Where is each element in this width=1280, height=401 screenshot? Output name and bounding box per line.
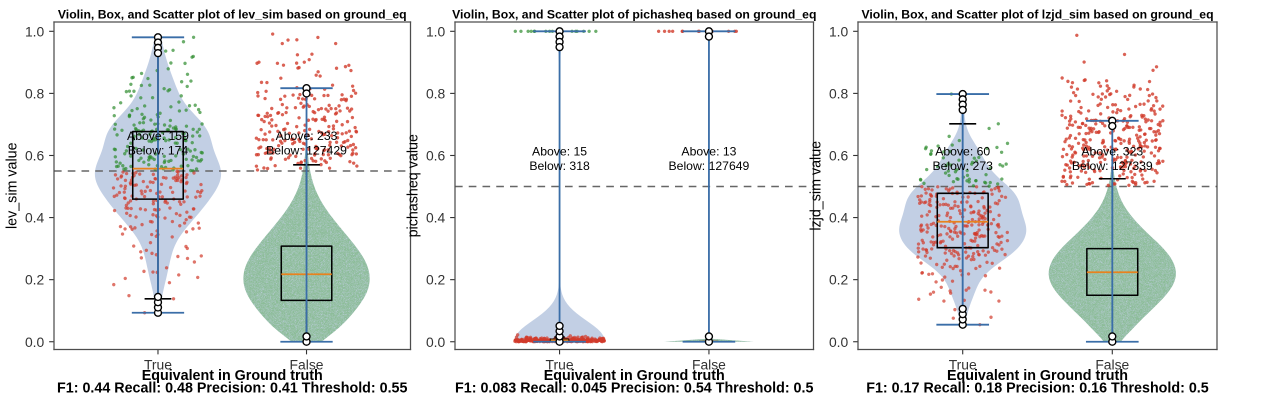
svg-text:0.2: 0.2	[25, 272, 45, 288]
svg-text:0.2: 0.2	[829, 272, 849, 288]
svg-text:0.4: 0.4	[829, 210, 849, 226]
svg-text:0.6: 0.6	[829, 148, 849, 164]
svg-text:Above: 233: Above: 233	[276, 129, 338, 143]
svg-text:1.0: 1.0	[829, 23, 849, 39]
svg-text:0.4: 0.4	[25, 210, 45, 226]
svg-text:0.2: 0.2	[426, 272, 446, 288]
svg-text:F1: 0.17 Recall: 0.18 Precisio: F1: 0.17 Recall: 0.18 Precision: 0.16 Th…	[866, 381, 1209, 397]
svg-text:0.8: 0.8	[426, 85, 446, 101]
svg-text:Above: 60: Above: 60	[935, 145, 990, 159]
svg-text:F1: 0.44 Recall: 0.48 Precisio: F1: 0.44 Recall: 0.48 Precision: 0.41 Th…	[57, 381, 407, 397]
svg-text:Above: 159: Above: 159	[127, 129, 189, 143]
svg-text:pichasheq value: pichasheq value	[405, 134, 421, 237]
svg-text:0.6: 0.6	[426, 148, 446, 164]
svg-text:0.4: 0.4	[426, 210, 446, 226]
svg-text:Below: 318: Below: 318	[529, 159, 590, 173]
svg-text:0.0: 0.0	[829, 334, 849, 350]
svg-text:0.6: 0.6	[25, 148, 45, 164]
svg-text:lzjd_sim value: lzjd_sim value	[808, 141, 824, 231]
svg-text:Below: 127429: Below: 127429	[266, 143, 347, 157]
svg-text:F1: 0.083 Recall: 0.045 Precis: F1: 0.083 Recall: 0.045 Precision: 0.54 …	[455, 381, 813, 397]
svg-text:Violin, Box, and Scatter plot: Violin, Box, and Scatter plot of pichash…	[452, 8, 816, 22]
svg-text:lev_sim value: lev_sim value	[4, 142, 20, 229]
svg-text:0.8: 0.8	[25, 85, 45, 101]
svg-text:0.0: 0.0	[426, 334, 446, 350]
svg-text:Above: 13: Above: 13	[681, 145, 736, 159]
svg-text:1.0: 1.0	[25, 23, 45, 39]
svg-text:Below: 273: Below: 273	[932, 159, 993, 173]
svg-text:Below: 127339: Below: 127339	[1072, 159, 1153, 173]
svg-text:Above: 15: Above: 15	[532, 145, 587, 159]
svg-text:1.0: 1.0	[426, 23, 446, 39]
svg-text:0.8: 0.8	[829, 85, 849, 101]
svg-text:Below: 174: Below: 174	[128, 143, 189, 157]
svg-text:Below: 127649: Below: 127649	[669, 159, 750, 173]
svg-text:0.0: 0.0	[25, 334, 45, 350]
svg-text:Violin, Box, and Scatter plot: Violin, Box, and Scatter plot of lev_sim…	[58, 8, 407, 22]
svg-text:Above: 323: Above: 323	[1081, 145, 1143, 159]
svg-text:Violin, Box, and Scatter plot: Violin, Box, and Scatter plot of lzjd_si…	[861, 8, 1213, 22]
